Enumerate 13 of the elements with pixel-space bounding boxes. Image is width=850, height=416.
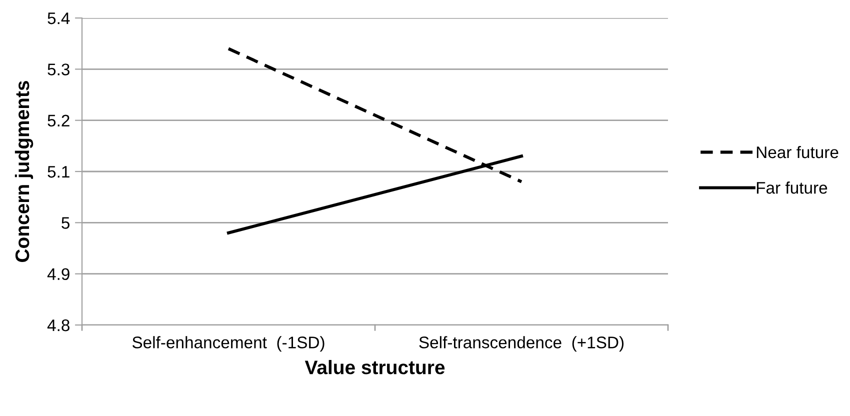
x-axis-title: Value structure — [304, 360, 445, 374]
y-tick-label: 5.2 — [48, 114, 70, 127]
y-tick-label: 4.9 — [47, 268, 70, 280]
y-tick-label: 5.3 — [48, 64, 70, 76]
y-tick-label: 5.1 — [48, 166, 70, 178]
y-tick-label: 4.8 — [47, 319, 70, 332]
x-tick-label: Self-transcendence (+1SD) — [419, 336, 624, 352]
legend-label: Near future — [756, 146, 838, 158]
y-axis-title: Concern judgments — [14, 81, 34, 262]
legend-label: Far future — [756, 182, 828, 194]
y-tick-label: 5.4 — [48, 12, 70, 24]
y-tick-label: 5 — [62, 217, 70, 229]
x-tick-label: Self-enhancement (-1SD) — [132, 336, 324, 352]
